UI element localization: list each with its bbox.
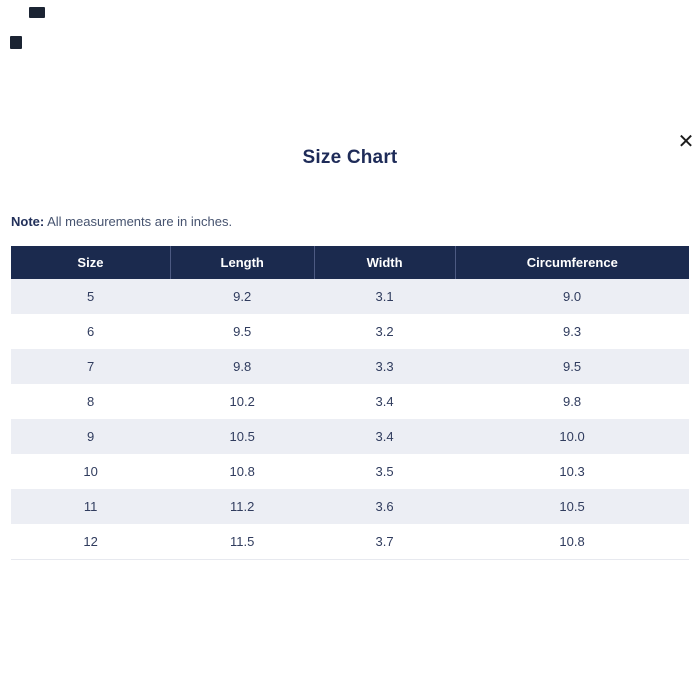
table-cell: 11 [83, 499, 98, 514]
table-row: 7 9.8 3.3 9.5 [11, 349, 689, 384]
column-header-circumference: Circumference [454, 246, 689, 279]
table-cell: 3.4 [375, 394, 394, 409]
table-cell: 10.5 [229, 429, 255, 444]
table-row: 10 10.8 3.5 10.3 [11, 454, 689, 489]
page-title: Size Chart [302, 147, 398, 168]
corner-logo-fragment-top [29, 7, 45, 18]
note-label: Note: [11, 214, 45, 229]
table-cell: 10.8 [229, 464, 255, 479]
table-cell: 9.5 [563, 359, 582, 374]
corner-logo-fragment-bottom [10, 36, 22, 49]
table-cell: 10.2 [229, 394, 255, 409]
table-cell: 3.1 [375, 289, 394, 304]
table-cell: 10.5 [559, 499, 585, 514]
table-cell: 3.7 [375, 533, 394, 549]
table-cell: 9.3 [563, 324, 582, 339]
table-row: 8 10.2 3.4 9.8 [11, 384, 689, 419]
table-cell: 7 [87, 359, 95, 374]
table-cell: 12 [83, 533, 98, 549]
column-header-size: Size [11, 246, 171, 279]
table-cell: 9.2 [233, 289, 252, 304]
column-header-width: Width [313, 246, 456, 279]
table-row: 9 10.5 3.4 10.0 [11, 419, 689, 454]
close-icon[interactable]: ✕ [674, 130, 698, 154]
table-cell: 9.8 [233, 359, 252, 374]
table-row: 11 11.2 3.6 10.5 [11, 489, 689, 524]
table-cell: 10 [83, 464, 98, 479]
table-cell: 5 [87, 289, 95, 304]
table-cell: 3.2 [375, 324, 394, 339]
table-cell: 9 [87, 429, 95, 444]
size-chart-table: Size Length Width Circumference 5 9.2 3.1 9.0 6… [11, 246, 689, 560]
table-cell: 10.8 [559, 533, 585, 549]
table-row: 5 9.2 3.1 9.0 [11, 279, 689, 314]
note-text: All measurements are in inches. [44, 214, 233, 229]
table-cell: 11.5 [230, 533, 255, 549]
table-cell: 3.6 [375, 499, 394, 514]
table-cell: 8 [87, 394, 95, 409]
table-cell: 9.0 [563, 289, 582, 304]
table-header-row: Size Length Width Circumference [11, 246, 689, 279]
table-cell: 3.4 [375, 429, 394, 444]
measurement-note: Note: All measurements are in inches. [11, 214, 232, 229]
table-cell: 3.3 [375, 359, 394, 374]
table-cell: 9.8 [563, 394, 582, 409]
table-row: 12 11.5 3.7 10.8 [11, 524, 689, 559]
table-cell: 3.5 [375, 464, 394, 479]
table-cell: 10.0 [559, 429, 585, 444]
table-cell: 6 [87, 324, 95, 339]
table-row: 6 9.5 3.2 9.3 [11, 314, 689, 349]
table-cell: 10.3 [559, 464, 585, 479]
column-header-length: Length [169, 246, 315, 279]
table-cell: 11.2 [230, 499, 255, 514]
table-cell: 9.5 [233, 324, 252, 339]
